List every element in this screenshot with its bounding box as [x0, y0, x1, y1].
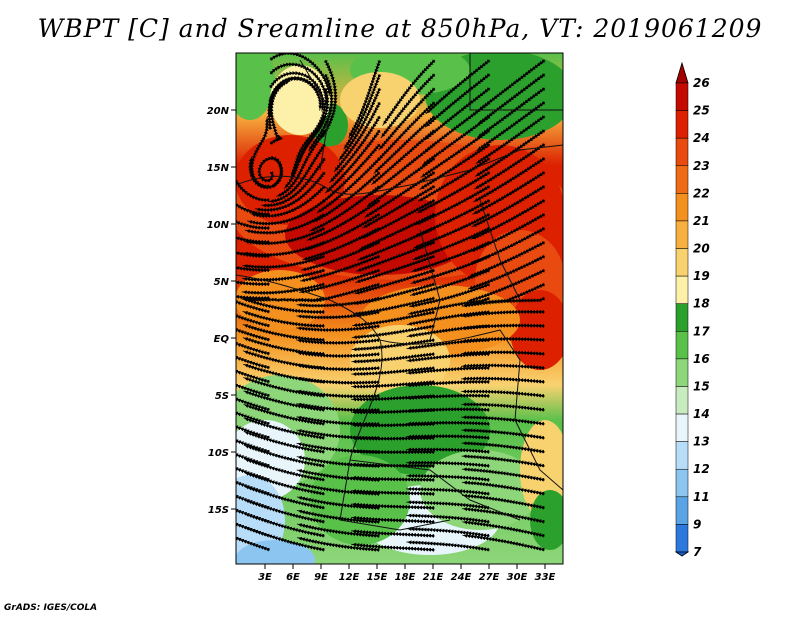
lat-label-20N: 20N	[207, 106, 230, 117]
streamline	[461, 467, 546, 482]
lon-label-24E: 24E	[451, 572, 472, 583]
colorbar-label: 11	[693, 490, 710, 504]
colorbar-top-arrow	[675, 61, 689, 84]
colorbar-swatch	[675, 82, 689, 111]
streamline	[461, 296, 546, 308]
map-title: WBPT [C] and Sreamline at 850hPa, VT: 20…	[37, 14, 763, 43]
colorbar-label: 18	[693, 297, 710, 311]
lon-label-6E: 6E	[286, 572, 300, 583]
colorbar-label: 23	[693, 159, 710, 173]
streamline	[461, 493, 546, 510]
lat-label-EQ: EQ	[214, 334, 230, 345]
colorbar-label: 12	[693, 462, 710, 476]
colorbar-label: 25	[693, 104, 710, 118]
colorbar-label: 14	[693, 407, 710, 421]
streamline	[462, 533, 546, 552]
streamline	[269, 80, 291, 146]
lon-label-33E: 33E	[535, 572, 556, 583]
colorbar-label: 7	[693, 545, 702, 559]
colorbar-label: 15	[693, 379, 710, 393]
streamline	[461, 480, 546, 496]
colorbar-swatch	[675, 165, 689, 194]
streamline	[461, 441, 546, 454]
colorbar-label: 26	[693, 76, 710, 90]
colorbar-label: 9	[693, 517, 701, 531]
lat-label-15S: 15S	[208, 505, 229, 516]
streamline	[461, 309, 546, 318]
colorbar-swatch	[675, 358, 689, 387]
streamline	[461, 428, 546, 440]
colorbar-label: 16	[693, 352, 710, 366]
lat-label-5N: 5N	[214, 277, 230, 288]
colorbar-swatch	[675, 137, 689, 167]
streamline	[461, 363, 546, 370]
colorbar-swatch	[675, 303, 689, 332]
colorbar-swatch	[675, 110, 689, 139]
lon-label-9E: 9E	[314, 572, 328, 583]
colorbar-swatch	[675, 468, 689, 498]
colorbar-swatch	[675, 496, 689, 525]
lon-label-12E: 12E	[339, 572, 360, 583]
colorbar-swatch	[675, 524, 689, 553]
colorbar-swatch	[675, 248, 689, 277]
lon-label-15E: 15E	[367, 572, 388, 583]
lon-label-21E: 21E	[423, 572, 444, 583]
colorbar-swatch	[675, 386, 689, 415]
country-borders	[236, 53, 563, 531]
streamline	[461, 376, 546, 384]
colorbar-swatch	[675, 331, 689, 360]
streamline	[461, 323, 546, 331]
streamlines	[236, 53, 546, 552]
streamline	[461, 350, 546, 356]
plot-frame	[235, 52, 564, 565]
lat-label-5S: 5S	[215, 391, 229, 402]
wbpt-field	[236, 53, 563, 564]
streamline	[461, 415, 546, 426]
colorbar-swatch	[675, 193, 689, 222]
footer-credit: GrADS: IGES/COLA	[4, 603, 98, 613]
colorbar-label: 20	[693, 242, 710, 256]
streamline	[461, 402, 546, 412]
streamline	[461, 389, 546, 398]
colorbar-label: 17	[693, 324, 710, 338]
latitude-axis: 20N 15N 10N 5N EQ 5S 10S 15S	[207, 106, 236, 516]
streamline	[461, 454, 546, 468]
streamline	[462, 520, 546, 538]
lon-label-3E: 3E	[258, 572, 272, 583]
colorbar-swatch	[675, 220, 689, 249]
lon-label-30E: 30E	[507, 572, 528, 583]
lat-label-10N: 10N	[207, 220, 230, 231]
lon-label-18E: 18E	[395, 572, 416, 583]
lat-label-15N: 15N	[207, 163, 230, 174]
colorbar-label: 13	[693, 435, 710, 449]
colorbar-label: 22	[693, 186, 710, 200]
colorbar-bottom-arrow	[674, 551, 690, 557]
colorbar-label: 24	[693, 131, 710, 145]
lon-label-27E: 27E	[479, 572, 500, 583]
longitude-axis: 3E 6E 9E 12E 15E 18E 21E 24E 27E 30E 33E	[258, 564, 556, 583]
colorbar-swatch	[675, 413, 689, 442]
colorbar-swatch	[675, 275, 689, 304]
lat-label-10S: 10S	[208, 448, 229, 459]
colorbar-swatch	[675, 441, 689, 470]
colorbar: 26 25 24 23 22 21 20 19 18 17 16 15 14 13 12 11 9 7	[674, 61, 710, 559]
streamline	[461, 336, 546, 343]
colorbar-label: 19	[693, 269, 710, 283]
colorbar-label: 21	[693, 214, 710, 228]
